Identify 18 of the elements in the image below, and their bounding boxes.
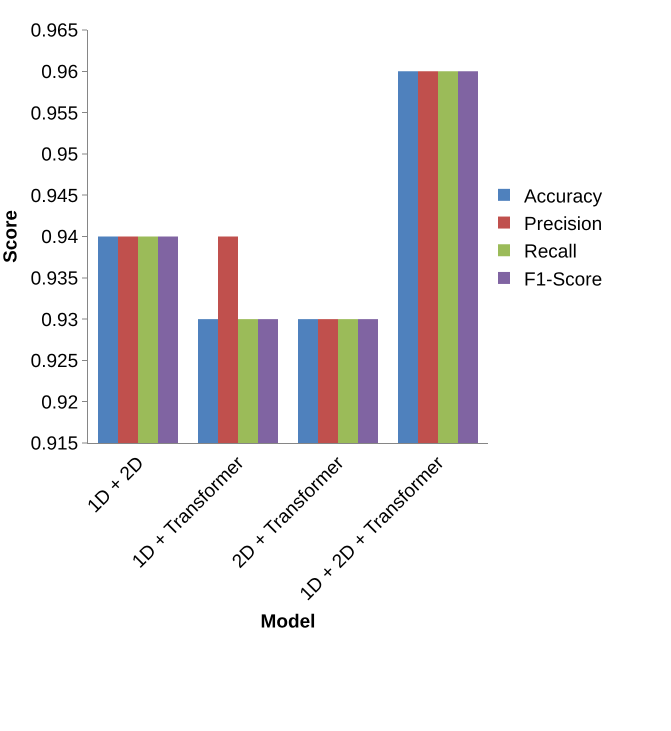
y-axis-title: Score <box>0 210 22 263</box>
legend-label: Precision <box>524 214 602 235</box>
x-tick-label: 1D + 2D <box>84 452 148 518</box>
y-tick-label: 0.92 <box>41 392 78 414</box>
y-tick-label: 0.915 <box>30 434 78 455</box>
y-tick-label: 0.95 <box>41 144 78 166</box>
y-tick-label: 0.965 <box>30 20 78 42</box>
y-tick-label: 0.955 <box>30 103 78 124</box>
y-tick-label: 0.94 <box>41 227 79 248</box>
legend-label: Recall <box>524 242 577 263</box>
y-tick-label: 0.93 <box>41 310 78 331</box>
y-tick-label: 0.96 <box>41 62 78 83</box>
legend-label: F1-Score <box>524 269 602 290</box>
legend-label: Accuracy <box>524 186 603 208</box>
y-tick-label: 0.925 <box>30 351 78 372</box>
x-axis-title: Model <box>260 612 316 633</box>
y-tick-label: 0.945 <box>30 186 78 207</box>
y-tick-label: 0.935 <box>30 268 78 290</box>
